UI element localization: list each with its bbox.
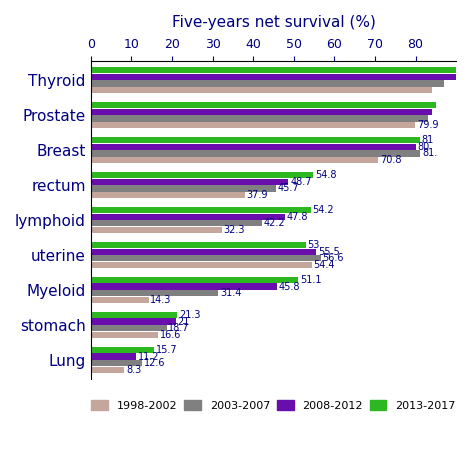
Bar: [91, 255, 320, 262]
Text: 53: 53: [308, 240, 320, 250]
Bar: [91, 242, 306, 248]
Text: 21.3: 21.3: [179, 310, 201, 320]
Bar: [91, 207, 311, 213]
Title: Five-years net survival (%): Five-years net survival (%): [172, 15, 375, 30]
Text: 14.3: 14.3: [150, 295, 172, 305]
Bar: [91, 80, 444, 87]
Bar: [91, 332, 158, 338]
Bar: [91, 297, 149, 303]
Text: 70.8: 70.8: [380, 155, 401, 165]
Bar: [91, 87, 432, 93]
Text: 47.8: 47.8: [286, 212, 308, 222]
Bar: [91, 325, 167, 331]
Text: 54.2: 54.2: [312, 205, 334, 215]
Legend: 1998-2002, 2003-2007, 2008-2012, 2013-2017: 1998-2002, 2003-2007, 2008-2012, 2013-20…: [87, 395, 460, 415]
Bar: [91, 67, 465, 73]
Bar: [91, 73, 456, 80]
Bar: [91, 277, 298, 283]
Text: 32.3: 32.3: [224, 225, 245, 235]
Bar: [91, 367, 125, 373]
Bar: [91, 172, 313, 178]
Text: 56.6: 56.6: [322, 253, 344, 264]
Bar: [91, 109, 432, 115]
Bar: [91, 102, 436, 108]
Text: 54.8: 54.8: [315, 170, 337, 180]
Bar: [91, 137, 419, 143]
Text: 79.9: 79.9: [417, 120, 438, 130]
Text: 81.: 81.: [422, 148, 438, 158]
Text: 31.4: 31.4: [220, 288, 241, 298]
Text: 18.7: 18.7: [168, 323, 190, 333]
Text: 21: 21: [178, 317, 190, 327]
Bar: [91, 227, 222, 233]
Bar: [91, 347, 155, 353]
Bar: [91, 360, 142, 366]
Text: 16.6: 16.6: [160, 330, 181, 340]
Text: 80: 80: [417, 142, 429, 152]
Bar: [91, 283, 277, 290]
Text: 48.7: 48.7: [290, 177, 311, 187]
Bar: [91, 192, 245, 198]
Text: 12.6: 12.6: [144, 358, 165, 368]
Bar: [91, 290, 218, 296]
Text: 15.7: 15.7: [156, 345, 178, 355]
Text: 45.7: 45.7: [278, 183, 300, 193]
Text: 51.1: 51.1: [300, 275, 321, 285]
Bar: [91, 122, 415, 128]
Text: 8.3: 8.3: [126, 365, 141, 375]
Bar: [91, 220, 262, 227]
Bar: [91, 319, 176, 325]
Bar: [91, 144, 416, 150]
Bar: [91, 150, 420, 156]
Bar: [91, 312, 177, 318]
Text: 54.4: 54.4: [313, 260, 335, 270]
Bar: [91, 248, 316, 255]
Text: 42.2: 42.2: [264, 219, 285, 228]
Bar: [91, 262, 311, 268]
Bar: [91, 179, 289, 185]
Text: 45.8: 45.8: [278, 282, 300, 292]
Text: 55.5: 55.5: [318, 246, 339, 257]
Text: 37.9: 37.9: [246, 190, 268, 200]
Bar: [91, 115, 428, 121]
Bar: [91, 213, 285, 220]
Text: 11.2: 11.2: [138, 352, 159, 362]
Bar: [91, 354, 136, 360]
Bar: [91, 185, 276, 191]
Text: 81: 81: [421, 135, 434, 145]
Bar: [91, 157, 378, 163]
